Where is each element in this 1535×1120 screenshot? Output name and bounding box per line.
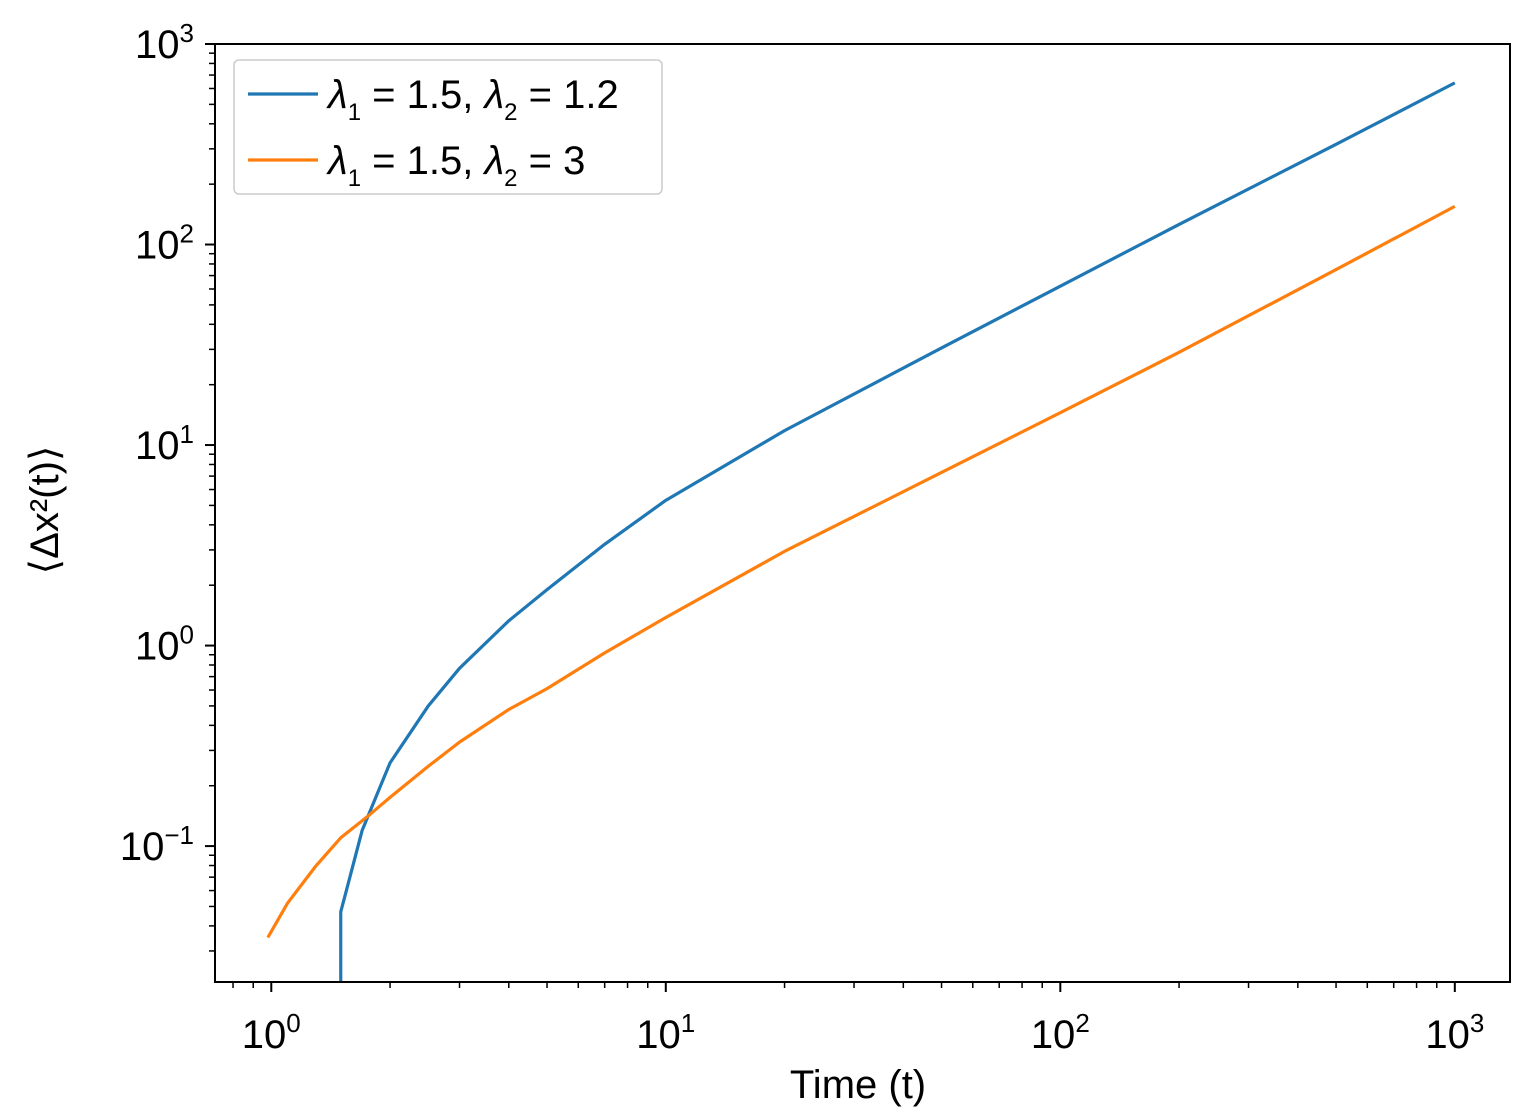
x-tick-label: 102 <box>1031 1008 1090 1057</box>
legend-box <box>233 59 663 195</box>
y-tick-label: 10−1 <box>120 820 194 869</box>
series-line-1 <box>339 81 1456 982</box>
plot-area <box>214 43 1511 983</box>
legend: λ1 = 1.5, λ2 = 1.2 λ1 = 1.5, λ2 = 3 <box>233 59 663 195</box>
legend-label-2: λ1 = 1.5, λ2 = 3 <box>326 139 585 192</box>
x-axis-title: Time (t) <box>790 1063 926 1107</box>
y-axis-ticks: 10−1 100 101 102 103 <box>120 18 215 952</box>
plot-frame <box>214 43 1511 983</box>
x-tick-label: 100 <box>242 1008 301 1057</box>
y-tick-label: 103 <box>135 18 194 67</box>
y-tick-label: 102 <box>135 219 194 268</box>
y-tick-label: 101 <box>135 419 194 468</box>
series-line-2 <box>266 204 1456 939</box>
y-tick-label: 100 <box>135 620 194 669</box>
legend-entries: λ1 = 1.5, λ2 = 1.2 λ1 = 1.5, λ2 = 3 <box>248 73 619 192</box>
y-axis-title: ⟨Δx²(t)⟩ <box>23 445 67 574</box>
x-tick-label: 103 <box>1425 1008 1484 1057</box>
legend-label-1: λ1 = 1.5, λ2 = 1.2 <box>326 73 619 126</box>
x-axis-ticks: 100 101 102 103 <box>232 982 1484 1057</box>
x-tick-label: 101 <box>636 1008 695 1057</box>
series-layer <box>266 81 1456 982</box>
